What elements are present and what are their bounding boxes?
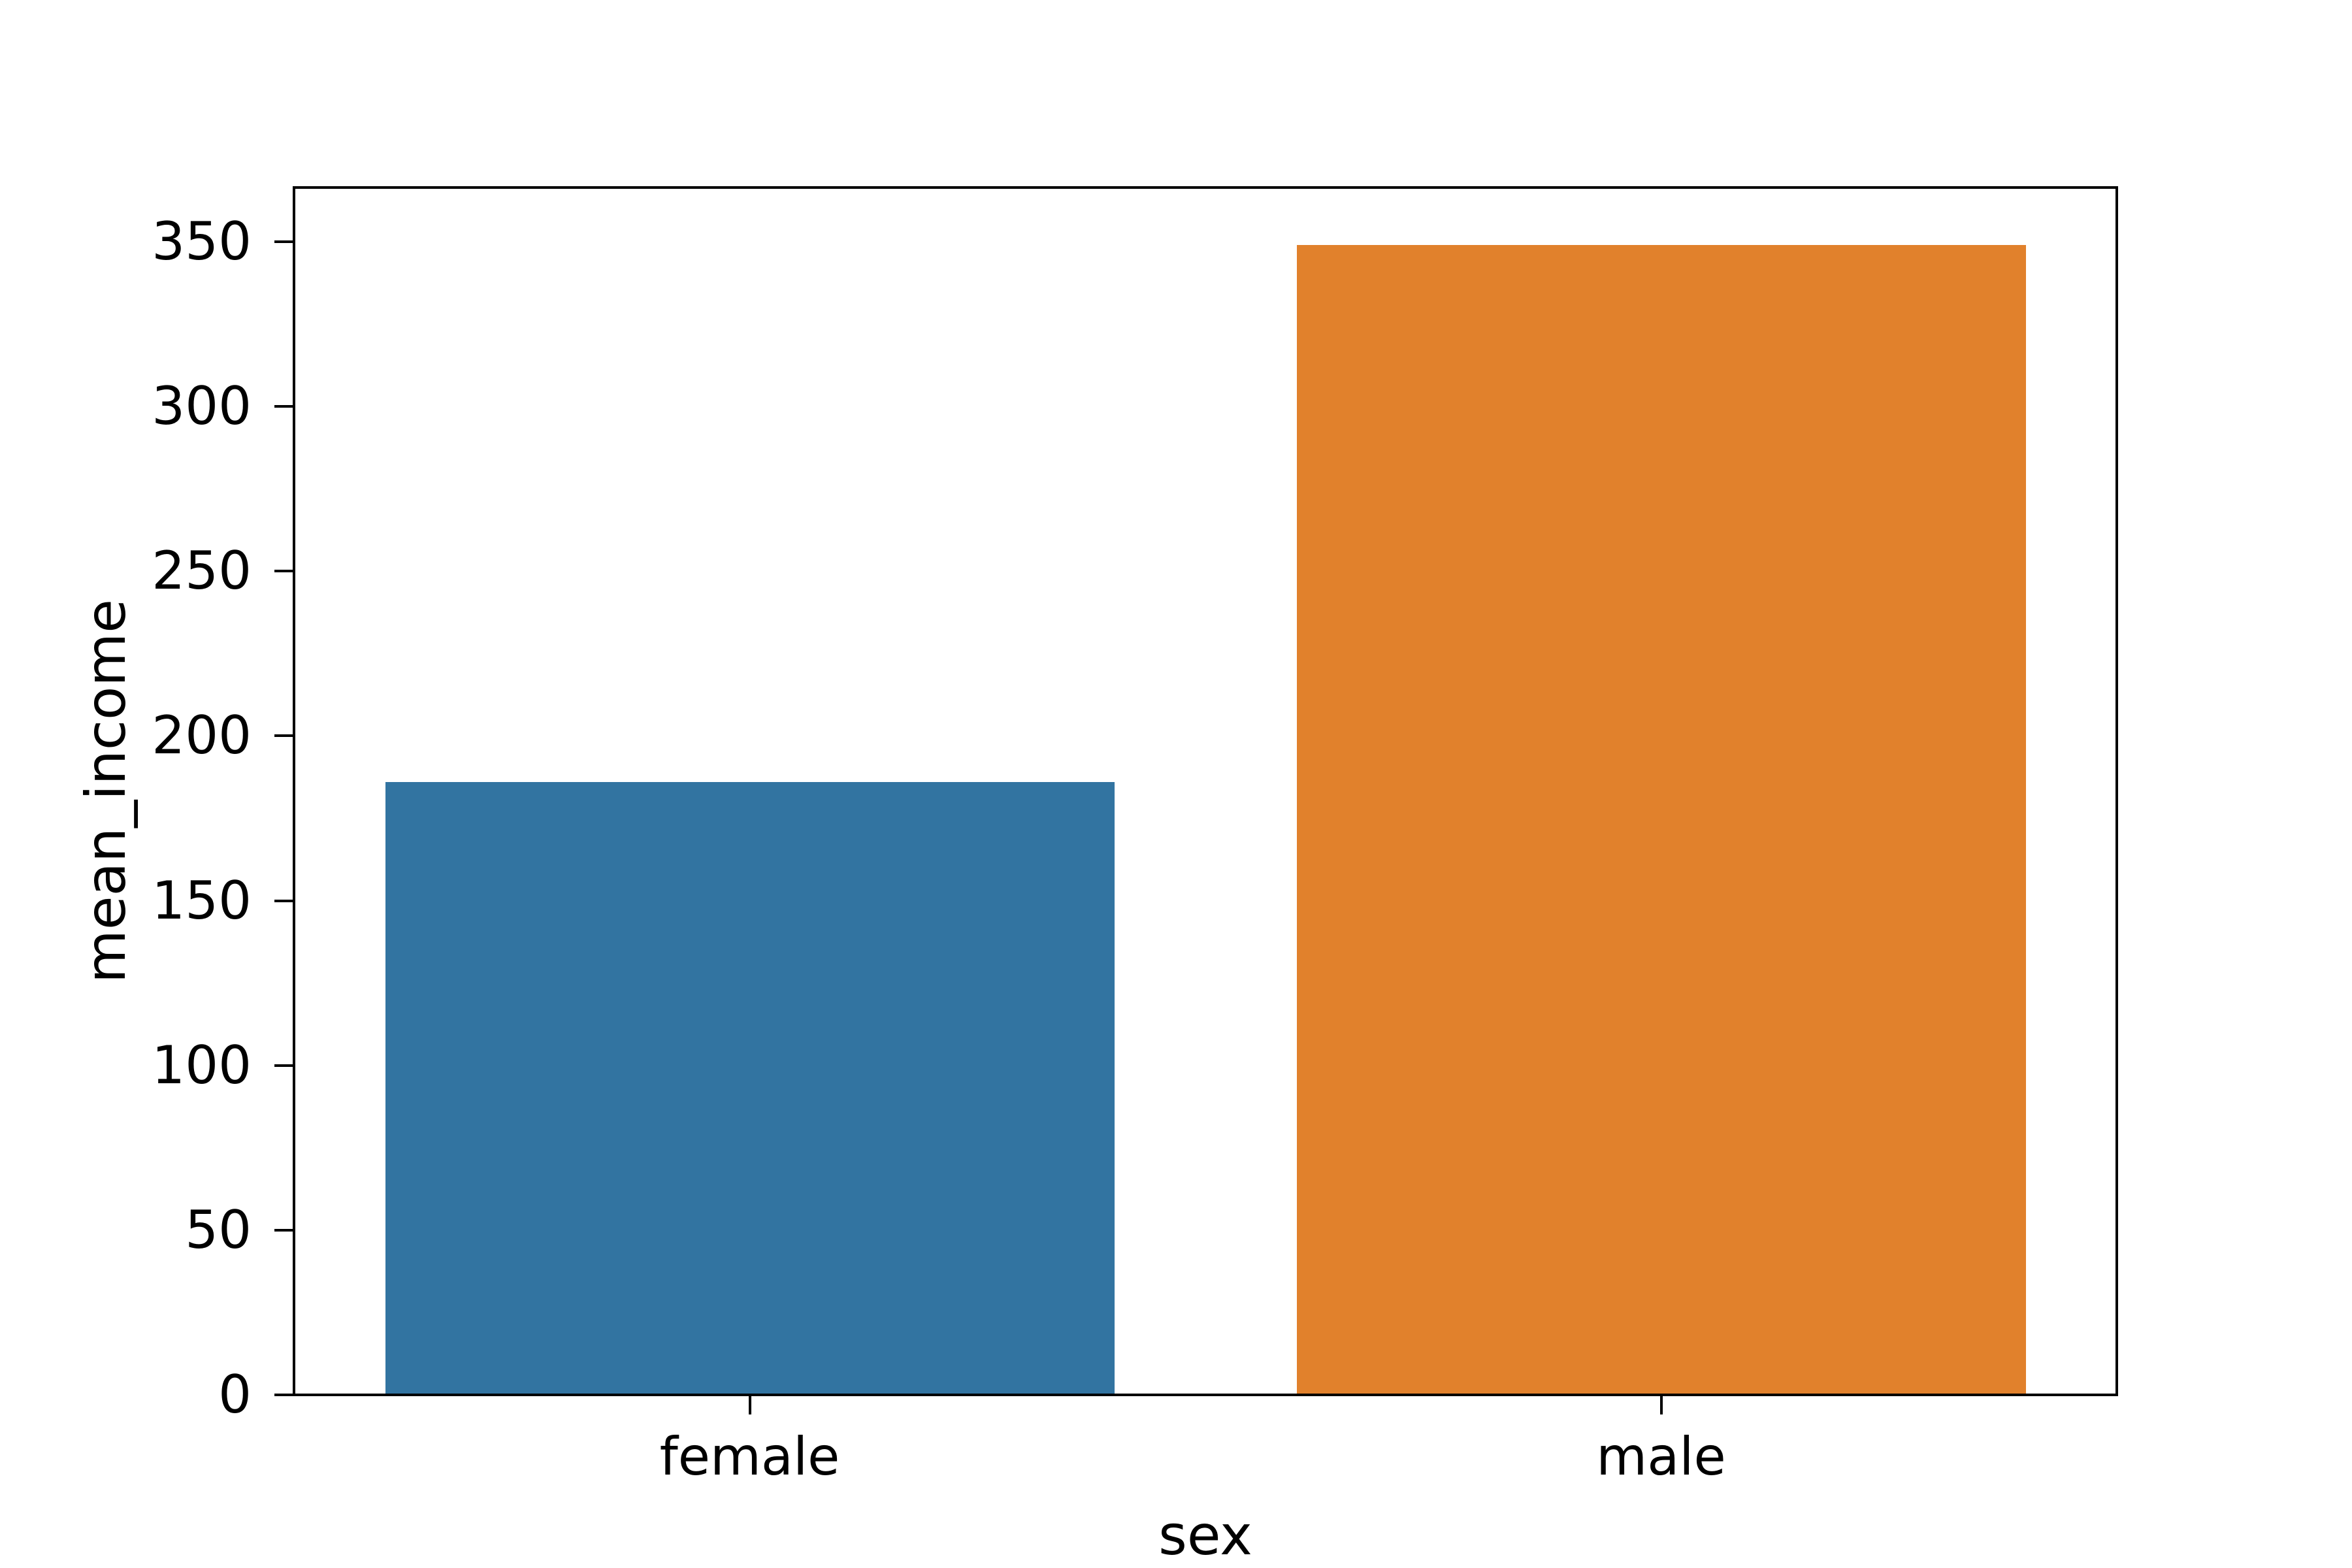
y-tick-mark — [274, 405, 293, 408]
y-tick-mark — [274, 240, 293, 243]
x-tick-label-female: female — [659, 1426, 840, 1487]
y-tick-label: 0 — [218, 1364, 252, 1425]
x-tick-mark — [1659, 1396, 1663, 1414]
y-tick-label: 200 — [152, 705, 252, 766]
y-axis-label: mean_income — [74, 599, 138, 983]
y-tick-label: 100 — [152, 1034, 252, 1096]
y-tick-mark — [274, 734, 293, 738]
x-axis-label: sex — [1158, 1503, 1252, 1567]
y-tick-mark — [274, 1228, 293, 1232]
y-tick-mark — [274, 570, 293, 573]
y-tick-label: 50 — [185, 1199, 252, 1260]
y-tick-mark — [274, 1394, 293, 1396]
bar-female — [385, 782, 1115, 1395]
plot-area — [294, 188, 2117, 1395]
y-tick-label: 150 — [152, 870, 252, 931]
y-tick-label: 250 — [152, 540, 252, 602]
y-tick-label: 350 — [152, 210, 252, 272]
y-tick-mark — [274, 899, 293, 902]
y-tick-label: 300 — [152, 376, 252, 437]
y-tick-mark — [274, 1064, 293, 1067]
x-tick-label-male: male — [1596, 1426, 1726, 1487]
x-tick-mark — [748, 1396, 751, 1414]
bar-male — [1296, 245, 2026, 1395]
